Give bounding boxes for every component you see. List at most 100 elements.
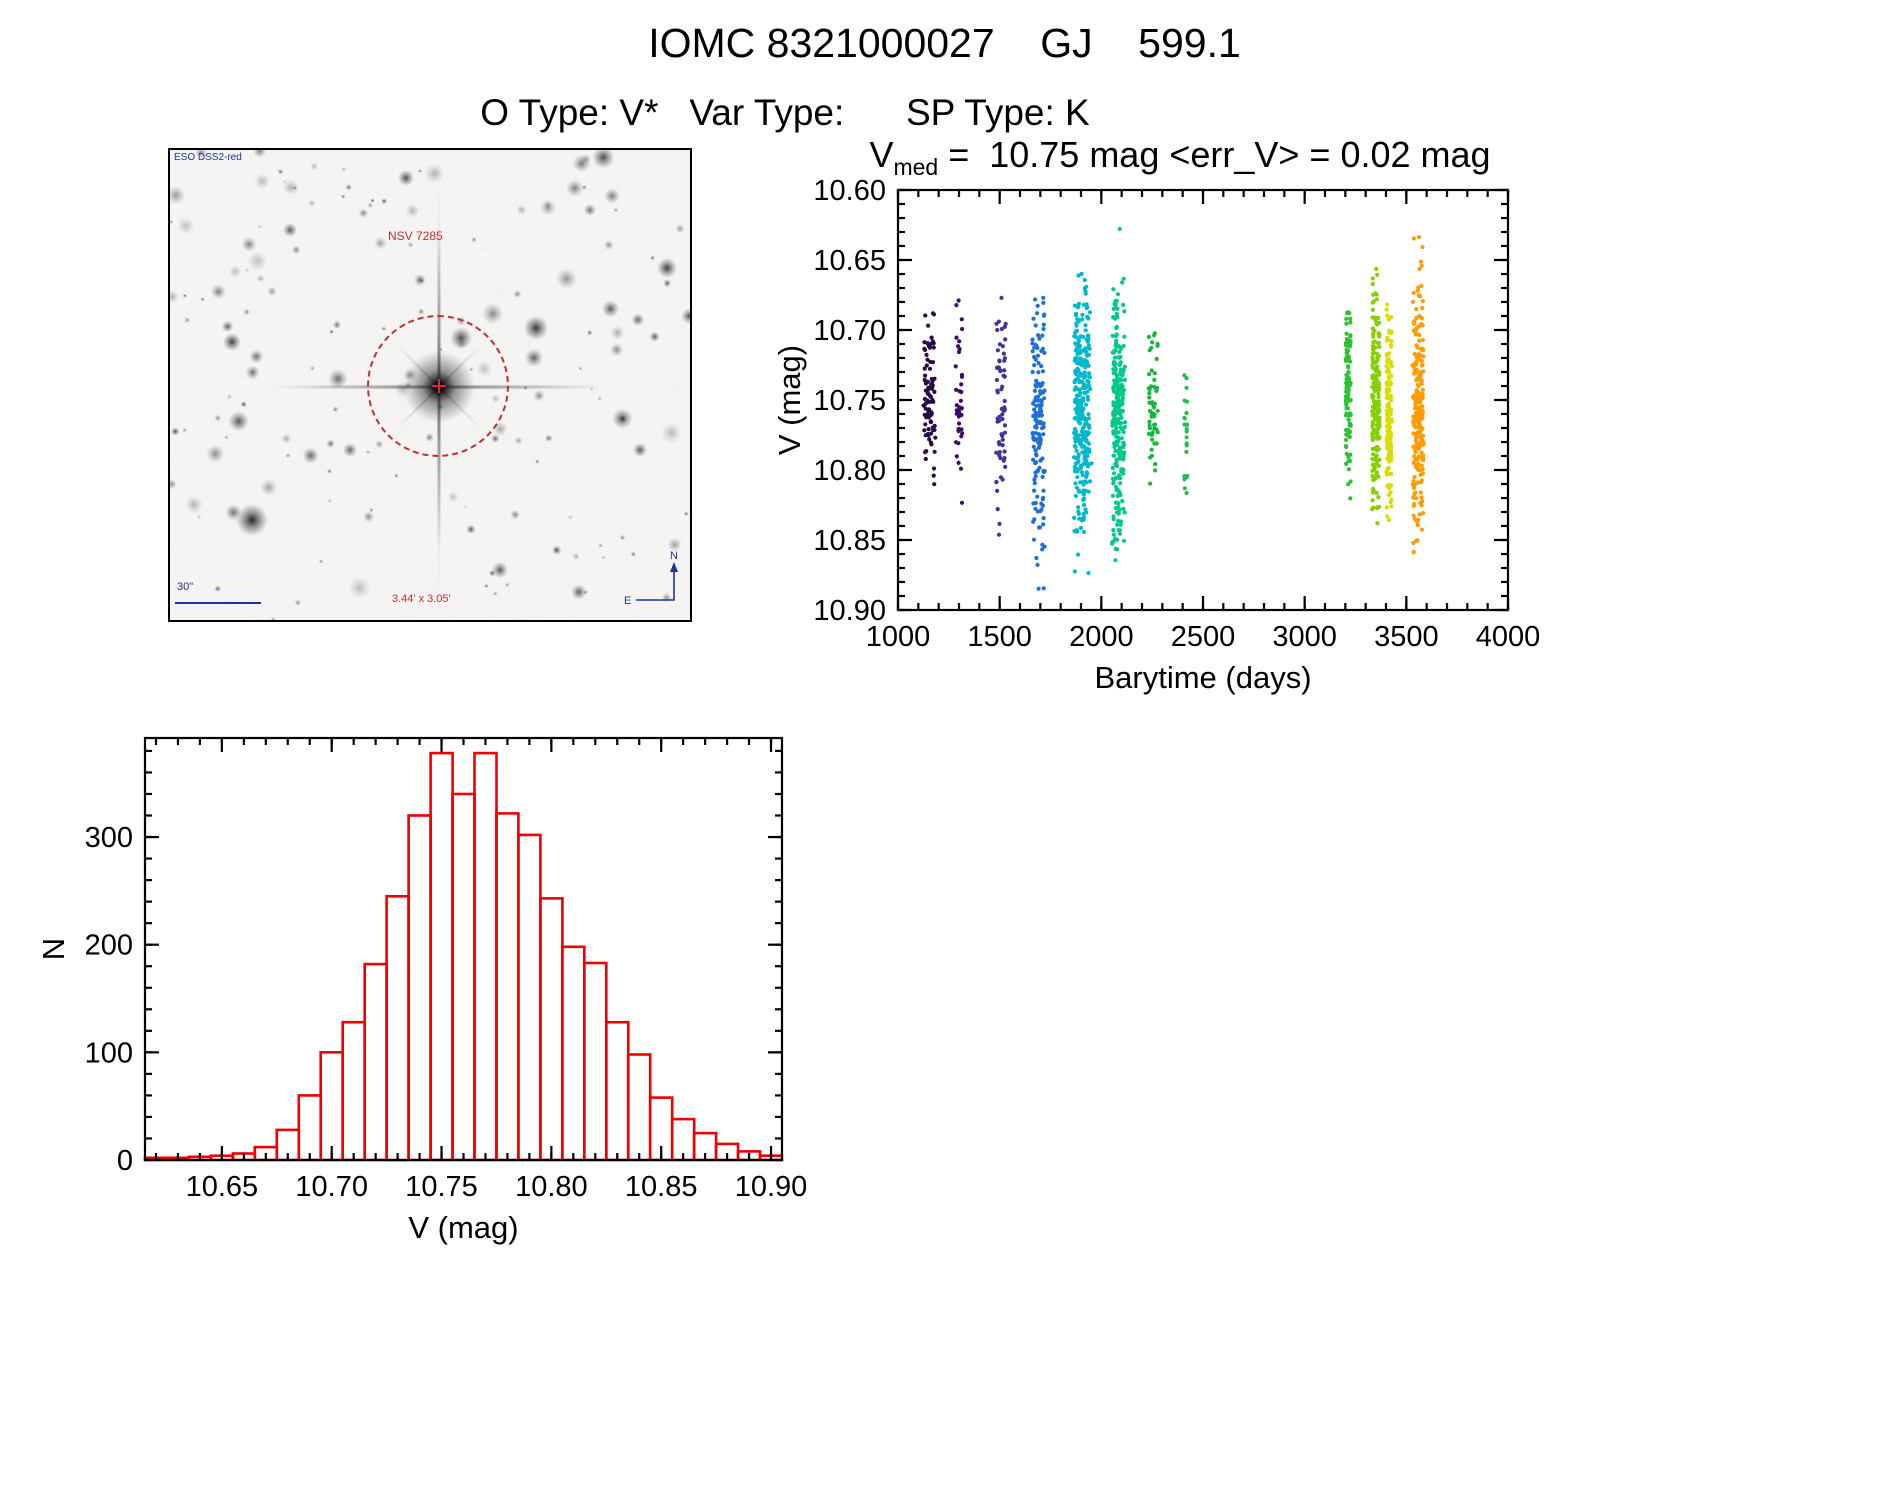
- data-point: [1411, 394, 1416, 399]
- data-point: [1413, 457, 1418, 462]
- data-point: [1033, 448, 1038, 453]
- data-point: [1035, 468, 1040, 473]
- data-point: [995, 327, 1000, 333]
- data-point: [1121, 538, 1127, 543]
- data-point: [1376, 399, 1381, 404]
- histogram-bar: [429, 751, 454, 1162]
- axes: [143, 736, 784, 1162]
- data-point: [1002, 398, 1007, 404]
- y-tick-label: 200: [85, 930, 133, 962]
- data-point: [1080, 312, 1085, 317]
- data-point: [1034, 384, 1039, 389]
- data-point: [1039, 364, 1044, 369]
- data-point: [1078, 525, 1083, 531]
- data-point: [926, 433, 931, 438]
- data-point: [957, 339, 962, 344]
- data-point: [1041, 488, 1046, 493]
- data-point: [1115, 537, 1120, 542]
- data-point: [925, 398, 930, 403]
- data-point: [1000, 437, 1005, 442]
- data-point: [925, 412, 930, 417]
- data-point: [1080, 472, 1085, 478]
- data-point: [1411, 414, 1416, 419]
- data-point: [1085, 397, 1091, 402]
- data-point: [1041, 300, 1046, 305]
- data-point: [1376, 463, 1381, 468]
- data-point: [1418, 472, 1423, 477]
- data-point: [1120, 398, 1125, 403]
- data-point: [1085, 464, 1091, 469]
- data-point: [1421, 440, 1426, 445]
- data-point: [1117, 344, 1122, 349]
- data-point: [1001, 351, 1006, 356]
- data-point: [1111, 517, 1116, 522]
- data-point: [1076, 337, 1081, 342]
- data-point: [926, 344, 932, 349]
- data-point: [922, 346, 927, 351]
- data-point: [1036, 586, 1041, 591]
- data-point: [1121, 471, 1126, 476]
- data-point: [1348, 341, 1353, 346]
- data-point: [1078, 416, 1083, 421]
- data-point: [1370, 433, 1375, 438]
- data-point: [1371, 474, 1377, 479]
- y-tick-label: 10.80: [813, 455, 886, 487]
- data-point: [1152, 331, 1157, 336]
- data-point: [1413, 411, 1419, 416]
- data-point: [1078, 390, 1083, 395]
- data-point: [1388, 393, 1393, 399]
- data-point: [1384, 369, 1389, 374]
- data-point: [1111, 532, 1116, 537]
- data-point: [1149, 410, 1154, 415]
- data-point: [927, 407, 932, 412]
- data-point: [1117, 531, 1123, 536]
- data-point: [1086, 423, 1091, 428]
- data-point: [931, 466, 937, 471]
- data-point: [1413, 400, 1418, 405]
- data-point: [1386, 482, 1391, 487]
- data-point: [1072, 334, 1077, 339]
- data-point: [1419, 503, 1424, 508]
- data-point: [1039, 348, 1044, 354]
- data-point: [1041, 425, 1046, 430]
- data-point: [1077, 360, 1083, 365]
- data-point: [1041, 295, 1046, 300]
- survey-label: ESO DSS2-red: [174, 152, 242, 163]
- x-tick-label: 1000: [866, 621, 931, 653]
- data-point: [1370, 419, 1376, 425]
- data-point: [1118, 522, 1123, 527]
- data-point: [1376, 421, 1381, 426]
- data-point: [1035, 311, 1040, 316]
- data-point: [1003, 464, 1008, 469]
- x-tick-label: 10.70: [295, 1171, 368, 1203]
- y-tick-label: 10.65: [813, 245, 886, 277]
- data-point: [1084, 447, 1089, 453]
- data-point: [1147, 426, 1153, 431]
- data-point: [1346, 370, 1351, 375]
- data-point: [1152, 422, 1158, 427]
- data-point: [1113, 448, 1118, 453]
- data-point: [1384, 307, 1389, 312]
- data-point: [1079, 271, 1084, 276]
- data-point: [1348, 316, 1353, 321]
- data-point: [928, 413, 933, 418]
- data-point: [1037, 336, 1042, 341]
- data-point: [1373, 407, 1378, 412]
- data-point: [1411, 290, 1416, 295]
- data-point: [1418, 259, 1424, 264]
- data-point: [1113, 401, 1118, 406]
- data-point: [1344, 358, 1349, 364]
- data-point: [1147, 419, 1152, 424]
- data-point: [1086, 570, 1091, 576]
- x-tick-label: 10.75: [405, 1171, 478, 1203]
- data-point: [1376, 315, 1381, 320]
- data-point: [1376, 407, 1381, 412]
- data-point: [926, 385, 931, 390]
- data-point: [1184, 449, 1189, 454]
- data-point: [1036, 333, 1041, 338]
- data-point: [1081, 511, 1086, 516]
- data-point: [1117, 473, 1122, 478]
- data-point: [926, 427, 931, 432]
- histogram-bar: [363, 962, 389, 1162]
- data-point: [1030, 349, 1035, 354]
